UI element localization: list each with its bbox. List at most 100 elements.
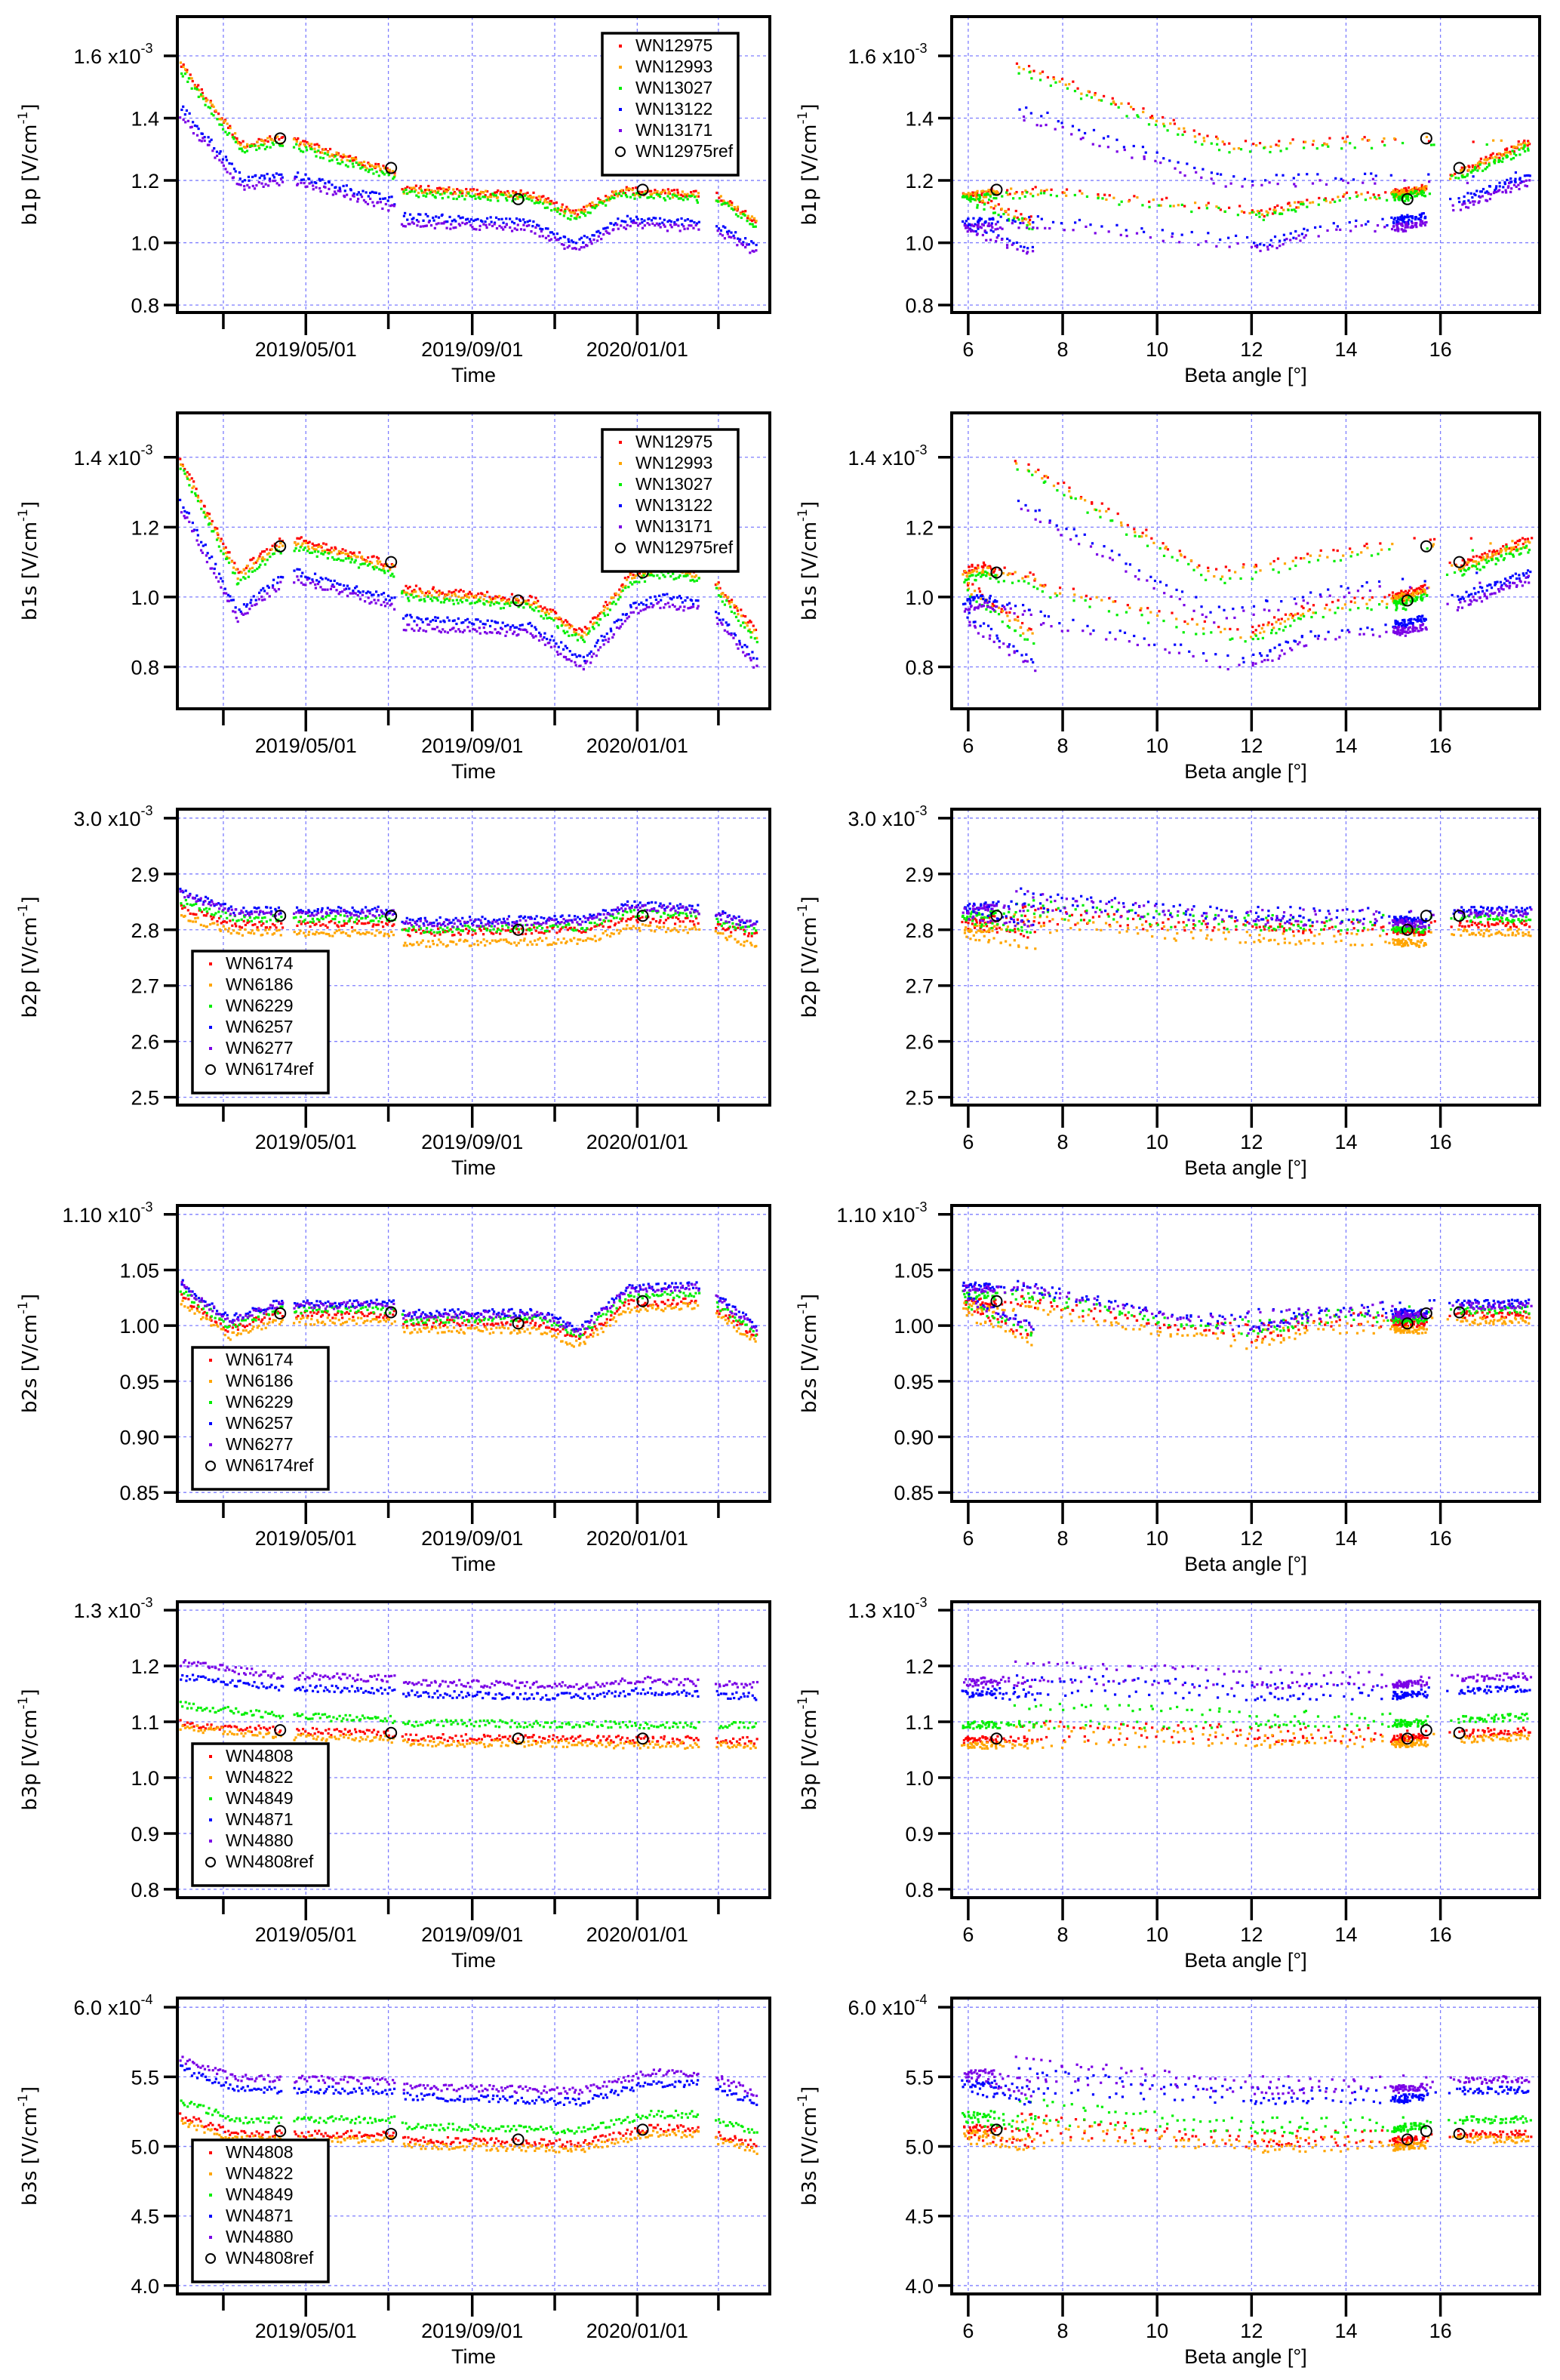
data-point-WN13027 <box>1254 571 1257 574</box>
data-point-WN13122 <box>420 618 423 621</box>
data-point-WN13027 <box>743 214 746 217</box>
data-point-WN13122 <box>1032 220 1035 224</box>
data-point-WN13027 <box>431 599 434 602</box>
data-point-WN12993 <box>1164 547 1167 550</box>
data-point-WN13171 <box>980 226 983 229</box>
data-point-WN12993 <box>1360 192 1363 196</box>
data-point-WN13027 <box>1090 96 1094 99</box>
data-point-WN13027 <box>1411 192 1414 196</box>
data-point-WN13122 <box>247 175 251 178</box>
data-point-WN12975 <box>1336 549 1339 553</box>
data-point-WN13122 <box>648 217 651 220</box>
data-point-WN13122 <box>1122 146 1126 149</box>
data-point-WN12975 <box>438 590 441 593</box>
data-point-WN12975 <box>1526 537 1530 540</box>
data-point-WN13122 <box>543 632 546 635</box>
data-point-WN13027 <box>1524 149 1527 153</box>
data-point-WN13122 <box>537 631 541 634</box>
data-point-WN13027 <box>455 599 458 602</box>
data-point-WN13122 <box>515 626 518 629</box>
data-point-WN12975 <box>530 596 533 599</box>
data-point-WN12975 <box>618 588 621 591</box>
data-point-WN12993 <box>421 591 424 595</box>
y-tick-label: 1.0 <box>905 232 934 255</box>
data-point-WN13171 <box>211 149 214 152</box>
data-point-WN13122 <box>1414 618 1418 621</box>
data-point-WN12993 <box>482 191 485 194</box>
data-point-WN13122 <box>574 653 577 656</box>
data-point-WN13027 <box>364 168 368 172</box>
data-point-WN12975 <box>497 596 500 599</box>
data-point-WN12975 <box>495 191 498 194</box>
data-point-WN13122 <box>509 217 512 220</box>
data-point-WN13171 <box>502 228 505 231</box>
data-point-WN13027 <box>614 602 617 605</box>
data-point-WN12993 <box>597 617 600 620</box>
data-point-WN13027 <box>1115 614 1118 617</box>
data-point-WN13122 <box>446 220 449 223</box>
data-point-WN13171 <box>392 205 395 208</box>
plot-frame <box>950 15 1541 314</box>
data-point-WN13027 <box>1138 535 1141 538</box>
data-point-WN13027 <box>1118 203 1121 206</box>
data-point-WN12993 <box>1407 191 1411 194</box>
data-point-WN13027 <box>463 198 466 201</box>
data-point-WN13171 <box>732 636 735 639</box>
data-point-WN13171 <box>715 616 718 620</box>
data-point-WN13122 <box>658 222 661 226</box>
data-point-WN13027 <box>1527 149 1530 152</box>
data-point-WN12975 <box>741 614 744 617</box>
legend-marker-WN13027 <box>619 87 622 90</box>
data-point-WN13122 <box>1407 619 1410 622</box>
data-point-WN13027 <box>984 570 987 574</box>
data-point-WN13027 <box>1023 195 1026 199</box>
data-point-WN13122 <box>1006 603 1009 606</box>
data-point-WN12975 <box>561 203 564 206</box>
data-point-WN13122 <box>1503 577 1507 580</box>
data-point-WN13171 <box>1251 183 1254 187</box>
data-point-WN13122 <box>549 639 552 642</box>
data-point-WN12993 <box>427 590 430 593</box>
data-point-WN13027 <box>533 609 536 612</box>
legend: WN12975WN12993WN13027WN13122WN13171WN129… <box>601 32 740 177</box>
data-point-WN13027 <box>568 634 571 637</box>
data-point-WN13027 <box>1459 569 1463 573</box>
data-point-WN13122 <box>1252 605 1256 608</box>
data-point-WN13122 <box>279 575 283 579</box>
data-point-WN13122 <box>722 225 725 228</box>
data-point-WN12975 <box>1337 599 1340 602</box>
data-point-WN13027 <box>1194 140 1197 143</box>
data-point-WN13027 <box>254 569 257 572</box>
data-point-WN13027 <box>734 213 738 216</box>
data-point-WN13027 <box>442 601 445 604</box>
data-point-WN12975 <box>998 568 1002 571</box>
data-point-WN12993 <box>226 122 229 125</box>
data-point-WN13122 <box>641 221 644 224</box>
data-point-WN13122 <box>1467 595 1470 598</box>
data-point-WN13122 <box>746 645 749 648</box>
data-point-WN13027 <box>1413 191 1416 194</box>
data-point-WN13027 <box>1453 571 1457 574</box>
data-point-WN13122 <box>1486 584 1489 587</box>
data-point-WN13122 <box>372 593 375 596</box>
data-point-WN12993 <box>1395 596 1399 599</box>
data-point-WN13122 <box>185 109 189 112</box>
data-point-WN12993 <box>383 564 387 568</box>
data-point-WN13122 <box>638 603 641 606</box>
data-point-WN13027 <box>509 604 512 608</box>
data-point-WN12975 <box>672 189 676 192</box>
data-point-WN12975 <box>1328 137 1331 140</box>
data-point-WN13027 <box>522 606 525 609</box>
data-point-WN13027 <box>317 149 320 152</box>
data-point-WN13171 <box>1305 644 1308 647</box>
data-point-WN12993 <box>1232 147 1235 150</box>
data-point-WN12993 <box>194 85 197 88</box>
data-point-WN12975 <box>980 193 983 196</box>
data-point-WN12993 <box>1414 592 1417 595</box>
data-point-WN13122 <box>642 603 645 606</box>
data-point-WN13171 <box>366 202 370 205</box>
data-point-WN13122 <box>1174 643 1177 646</box>
data-point-WN12975 <box>377 163 380 166</box>
data-point-WN13122 <box>1471 196 1474 199</box>
data-point-WN13122 <box>282 576 285 579</box>
